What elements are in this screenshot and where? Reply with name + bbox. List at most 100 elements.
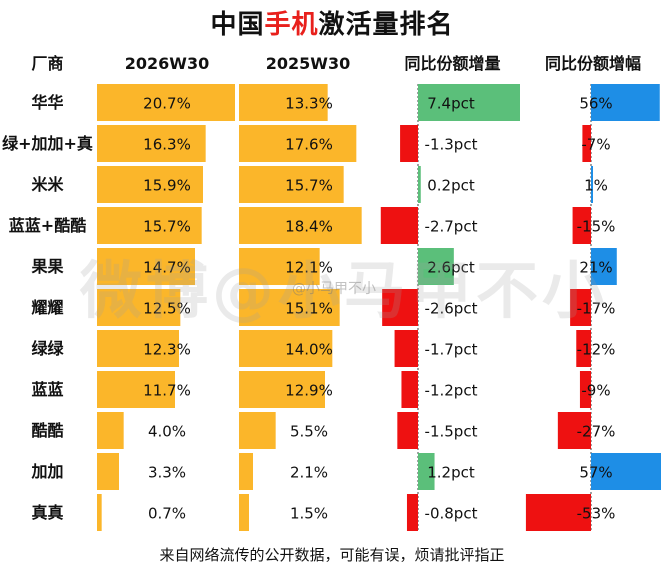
growth-bar xyxy=(591,84,660,121)
brand-label: 加加 xyxy=(31,462,64,481)
label-2025: 15.7% xyxy=(285,177,333,195)
title-part2: 激活量排名 xyxy=(318,10,454,40)
label-2025: 12.9% xyxy=(285,382,333,400)
share-delta-label: 0.2pct xyxy=(427,177,475,195)
brand-label: 果果 xyxy=(31,257,64,276)
growth-label: -9% xyxy=(581,382,610,400)
growth-label: -17% xyxy=(577,300,616,318)
share-delta-label: -1.7pct xyxy=(425,341,478,359)
share-delta-bar xyxy=(418,84,520,121)
bar-2025 xyxy=(239,125,357,162)
bar-2026 xyxy=(97,330,179,367)
label-2026: 15.7% xyxy=(143,218,191,236)
label-2026: 4.0% xyxy=(148,423,186,441)
label-2025: 18.4% xyxy=(285,218,333,236)
header-brand: 厂商 xyxy=(31,54,64,73)
growth-label: -27% xyxy=(577,423,616,441)
growth-bar xyxy=(557,412,591,449)
growth-label: -15% xyxy=(577,218,616,236)
title-accent: 手机 xyxy=(264,10,319,40)
bar-2026 xyxy=(97,248,195,285)
bar-2025 xyxy=(239,248,320,285)
bar-2025 xyxy=(239,494,249,531)
growth-label: 57% xyxy=(579,464,612,482)
title-part1: 中国 xyxy=(210,10,265,40)
share-delta-bar xyxy=(380,207,418,244)
bar-2025 xyxy=(239,371,325,408)
label-2026: 15.9% xyxy=(143,177,191,195)
share-delta-label: -2.6pct xyxy=(425,300,478,318)
bar-2026 xyxy=(97,207,202,244)
growth-label: 56% xyxy=(579,95,612,113)
brand-label: 华华 xyxy=(31,93,64,112)
bar-2026 xyxy=(97,84,235,121)
label-2025: 14.0% xyxy=(285,341,333,359)
growth-bar xyxy=(572,207,591,244)
bar-2026 xyxy=(97,166,203,203)
label-2026: 11.7% xyxy=(143,382,191,400)
brand-label: 蓝蓝 xyxy=(31,380,64,399)
label-2026: 12.3% xyxy=(143,341,191,359)
growth-bar xyxy=(576,330,591,367)
header-2025: 2025W30 xyxy=(265,54,351,73)
growth-label: 1% xyxy=(584,177,608,195)
brand-label: 耀耀 xyxy=(31,298,64,317)
bar-2025 xyxy=(239,207,362,244)
share-delta-bar xyxy=(401,371,418,408)
label-2026: 0.7% xyxy=(148,505,186,523)
label-2025: 17.6% xyxy=(285,136,333,154)
growth-label: -12% xyxy=(577,341,616,359)
growth-bar xyxy=(525,494,591,531)
label-2025: 13.3% xyxy=(285,95,333,113)
share-delta-bar xyxy=(394,330,418,367)
share-delta-label: -1.2pct xyxy=(425,382,478,400)
bar-2026 xyxy=(97,412,124,449)
bar-2025 xyxy=(239,166,344,203)
brand-label: 酷酷 xyxy=(31,421,64,440)
label-2025: 1.5% xyxy=(290,505,328,523)
share-delta-bar xyxy=(400,125,418,162)
growth-label: 21% xyxy=(579,259,612,277)
footer-note: 来自网络流传的公开数据，可能有误，烦请批评指正 xyxy=(159,546,505,564)
growth-bar xyxy=(582,125,591,162)
share-delta-label: -1.5pct xyxy=(425,423,478,441)
share-delta-bar xyxy=(418,166,421,203)
label-2025: 2.1% xyxy=(290,464,328,482)
label-2026: 20.7% xyxy=(143,95,191,113)
bar-2026 xyxy=(97,453,119,490)
label-2025: 5.5% xyxy=(290,423,328,441)
bar-2025 xyxy=(239,412,276,449)
share-delta-label: 7.4pct xyxy=(427,95,475,113)
header-share-delta: 同比份额增量 xyxy=(404,54,501,73)
header-growth: 同比份额增幅 xyxy=(544,54,641,73)
growth-bar xyxy=(591,166,593,203)
bar-2025 xyxy=(239,330,333,367)
label-2025: 12.1% xyxy=(285,259,333,277)
share-delta-bar xyxy=(418,248,454,285)
brand-label: 绿绿 xyxy=(31,339,64,358)
bar-2026 xyxy=(97,371,175,408)
label-2025: 15.1% xyxy=(285,300,333,318)
growth-bar xyxy=(570,289,591,326)
share-delta-bar xyxy=(397,412,418,449)
share-delta-label: 1.2pct xyxy=(427,464,475,482)
label-2026: 14.7% xyxy=(143,259,191,277)
share-delta-label: -1.3pct xyxy=(425,136,478,154)
brand-label: 绿+加加+真 xyxy=(2,134,93,153)
bar-2026 xyxy=(97,125,206,162)
bar-2025 xyxy=(239,84,328,121)
growth-bar xyxy=(591,248,617,285)
share-delta-bar xyxy=(382,289,418,326)
brand-label: 米米 xyxy=(31,175,64,194)
watermark-small: @小马甲不小 xyxy=(292,281,376,297)
label-2026: 16.3% xyxy=(143,136,191,154)
share-delta-bar xyxy=(406,494,418,531)
growth-bar xyxy=(591,453,661,490)
bar-2025 xyxy=(239,289,340,326)
growth-bar xyxy=(579,371,591,408)
label-2026: 12.5% xyxy=(143,300,191,318)
share-delta-label: -2.7pct xyxy=(425,218,478,236)
bar-2025 xyxy=(239,453,253,490)
brand-label: 真真 xyxy=(31,503,64,522)
